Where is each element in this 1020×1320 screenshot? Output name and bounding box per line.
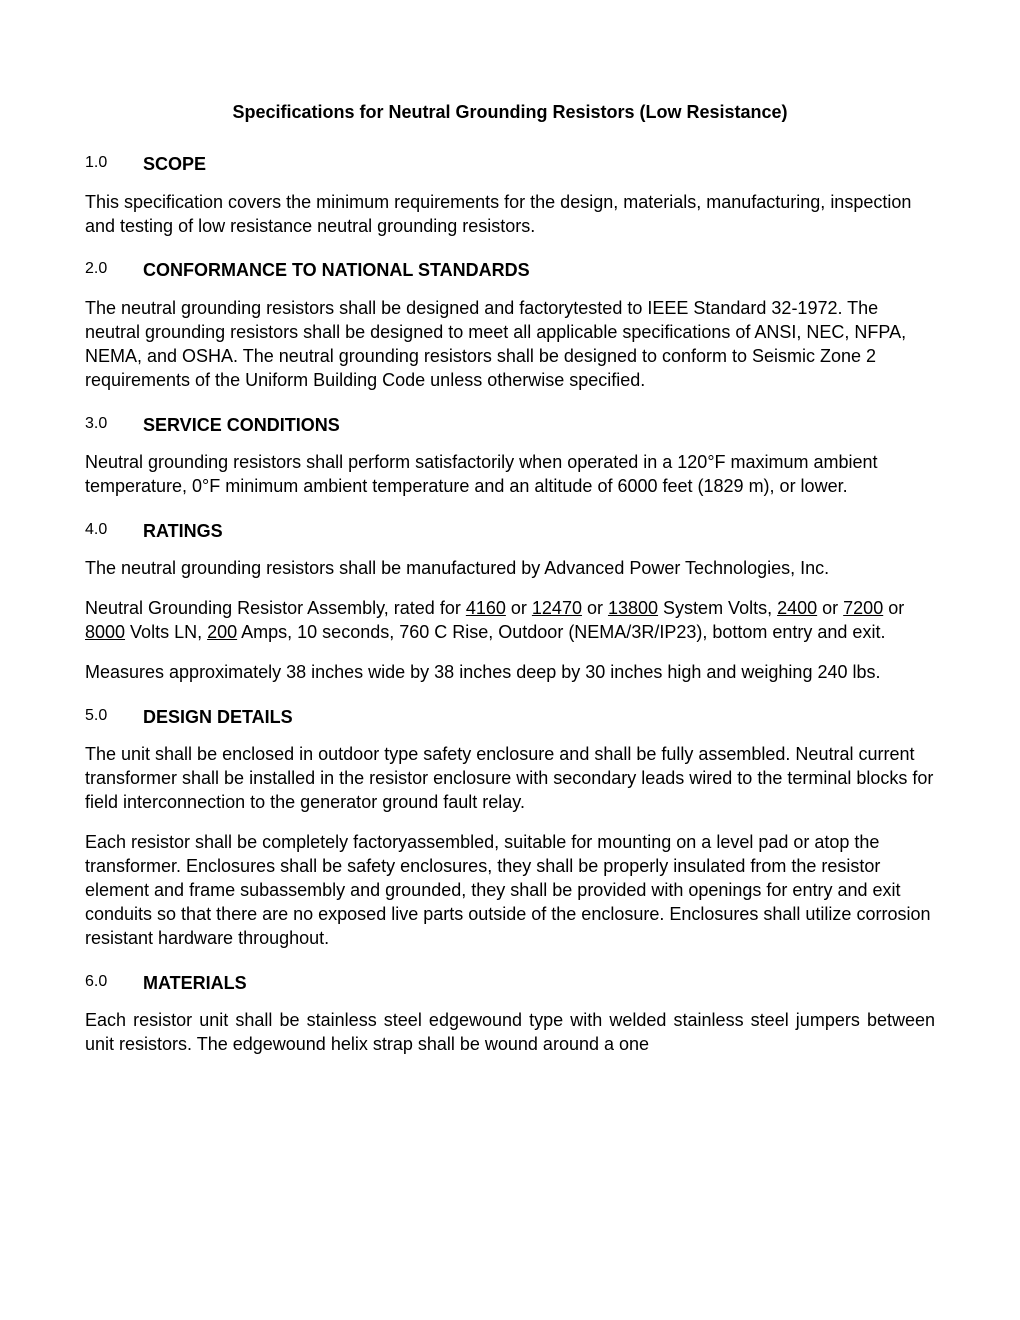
paragraph: Each resistor shall be completely factor…: [85, 831, 935, 951]
section-title: SERVICE CONDITIONS: [143, 413, 340, 437]
section-number: 3.0: [85, 413, 143, 437]
section-title: RATINGS: [143, 519, 223, 543]
section-number: 2.0: [85, 258, 143, 282]
text: or: [582, 598, 608, 618]
section-header-service: 3.0 SERVICE CONDITIONS: [85, 413, 935, 437]
underlined-value: 12470: [532, 598, 582, 618]
section-header-ratings: 4.0 RATINGS: [85, 519, 935, 543]
text: Amps, 10 seconds, 760 C Rise, Outdoor (N…: [237, 622, 885, 642]
text: or: [817, 598, 843, 618]
section-title: SCOPE: [143, 152, 206, 176]
text: Neutral Grounding Resistor Assembly, rat…: [85, 598, 466, 618]
text: Volts LN,: [125, 622, 207, 642]
section-header-scope: 1.0 SCOPE: [85, 152, 935, 176]
paragraph: The neutral grounding resistors shall be…: [85, 557, 935, 581]
text: System Volts,: [658, 598, 777, 618]
section-title: DESIGN DETAILS: [143, 705, 293, 729]
underlined-value: 7200: [843, 598, 883, 618]
section-title: MATERIALS: [143, 971, 247, 995]
section-header-materials: 6.0 MATERIALS: [85, 971, 935, 995]
underlined-value: 4160: [466, 598, 506, 618]
paragraph: This specification covers the minimum re…: [85, 191, 935, 239]
paragraph: Neutral grounding resistors shall perfor…: [85, 451, 935, 499]
paragraph: Each resistor unit shall be stainless st…: [85, 1009, 935, 1057]
section-header-design: 5.0 DESIGN DETAILS: [85, 705, 935, 729]
section-number: 1.0: [85, 152, 143, 176]
paragraph: Measures approximately 38 inches wide by…: [85, 661, 935, 685]
text: or: [506, 598, 532, 618]
underlined-value: 13800: [608, 598, 658, 618]
underlined-value: 2400: [777, 598, 817, 618]
section-header-conformance: 2.0 CONFORMANCE TO NATIONAL STANDARDS: [85, 258, 935, 282]
section-number: 6.0: [85, 971, 143, 995]
section-number: 4.0: [85, 519, 143, 543]
paragraph: The neutral grounding resistors shall be…: [85, 297, 935, 393]
section-number: 5.0: [85, 705, 143, 729]
paragraph: The unit shall be enclosed in outdoor ty…: [85, 743, 935, 815]
paragraph-ratings-assembly: Neutral Grounding Resistor Assembly, rat…: [85, 597, 935, 645]
underlined-value: 200: [207, 622, 237, 642]
section-title: CONFORMANCE TO NATIONAL STANDARDS: [143, 258, 530, 282]
document-title: Specifications for Neutral Grounding Res…: [85, 100, 935, 124]
underlined-value: 8000: [85, 622, 125, 642]
text: or: [883, 598, 904, 618]
